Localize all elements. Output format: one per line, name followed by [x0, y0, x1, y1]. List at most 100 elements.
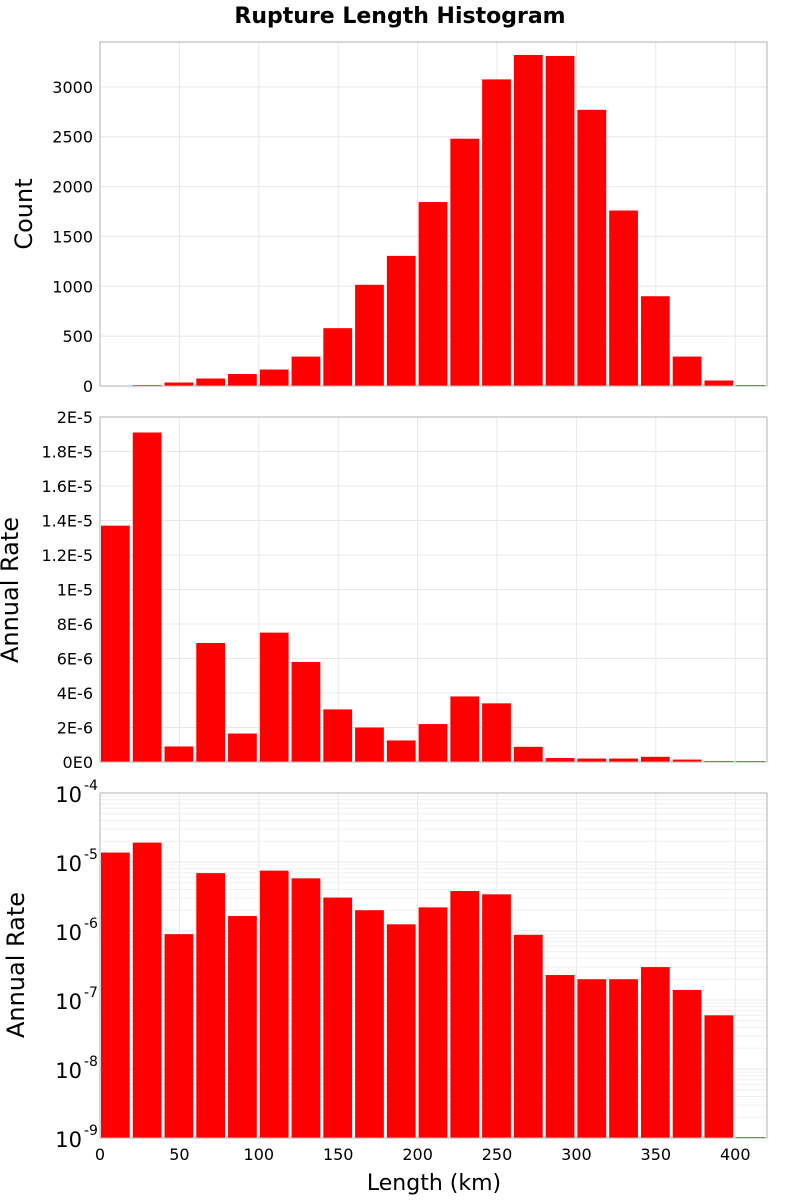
y-tick-label: 500 — [62, 327, 93, 346]
bar — [259, 632, 289, 762]
bar — [482, 79, 511, 387]
panel-2: 0E0 2E-6 4E-6 6E-6 8E-6 1E-5 1.2E-5 1.4E-5 1.6E-… — [0, 408, 768, 772]
y-tick-label: 1500 — [52, 227, 93, 246]
bar — [482, 703, 511, 762]
bar — [355, 284, 384, 386]
y-tick-label: 1.8E-5 — [41, 443, 93, 462]
bar — [513, 746, 543, 762]
y-tick-label: 2000 — [52, 178, 93, 197]
y-axis-label: Annual Rate — [2, 892, 30, 1038]
y-tick-label: 10 — [55, 852, 82, 876]
bar — [386, 740, 416, 762]
bar — [323, 897, 353, 1138]
y-axis-label: Annual Rate — [0, 517, 24, 663]
y-tick-label: 0 — [83, 377, 93, 396]
bar — [418, 202, 448, 386]
bar — [355, 910, 384, 1138]
bar — [577, 109, 607, 386]
bar — [672, 759, 702, 762]
y-tick-label: 1.4E-5 — [41, 512, 93, 531]
bar — [196, 642, 226, 762]
bar — [196, 378, 226, 386]
bar — [609, 210, 638, 386]
y-tick-exponent: -6 — [84, 916, 98, 932]
plot-frame — [99, 416, 768, 763]
y-tick-label: 2E-6 — [57, 719, 93, 738]
bar — [545, 975, 575, 1138]
bar — [450, 696, 480, 762]
bar — [482, 894, 511, 1138]
y-tick-exponent: -4 — [84, 778, 98, 794]
bar — [386, 924, 416, 1138]
bar — [609, 979, 638, 1138]
bar — [577, 758, 607, 762]
bar — [609, 758, 638, 762]
y-tick-label: 3000 — [52, 78, 93, 97]
y-tick-exponent: -7 — [84, 985, 98, 1001]
bar — [577, 979, 607, 1138]
bar — [164, 746, 194, 762]
bar — [132, 842, 162, 1138]
bar — [545, 55, 575, 387]
bar — [291, 878, 321, 1138]
bar — [672, 356, 702, 386]
y-tick-label: 4E-6 — [57, 684, 93, 703]
y-tick-label: 10 — [55, 1059, 82, 1083]
y-tick-label: 6E-6 — [57, 650, 93, 669]
bar — [323, 328, 353, 386]
bar — [164, 934, 194, 1138]
plot-frame — [99, 792, 768, 1139]
y-tick-label: 2500 — [52, 128, 93, 147]
x-tick-label: 250 — [482, 1145, 513, 1164]
bar — [355, 727, 384, 762]
bar — [164, 382, 194, 386]
panel-1: 0 500 1000 1500 2000 2500 3000 Count — [10, 41, 768, 396]
bar — [323, 709, 353, 762]
bar — [132, 432, 162, 762]
y-tick-label: 0E0 — [63, 753, 93, 772]
bar — [101, 525, 130, 762]
bar — [704, 760, 734, 762]
bar — [640, 296, 670, 386]
bar — [640, 967, 670, 1138]
bar — [704, 1015, 734, 1138]
bar — [291, 661, 321, 762]
y-tick-exponent: -9 — [84, 1123, 98, 1139]
y-tick-label: 10 — [55, 783, 82, 807]
y-tick-label: 1.6E-5 — [41, 477, 93, 496]
bar — [513, 934, 543, 1138]
x-axis-label: Length (km) — [367, 1171, 501, 1196]
plot-frame — [99, 41, 768, 387]
y-tick-label: 10 — [55, 921, 82, 945]
y-tick-exponent: -5 — [84, 847, 98, 863]
y-tick-label: 1E-5 — [57, 581, 93, 600]
bar — [450, 138, 480, 386]
x-tick-label: 200 — [402, 1145, 433, 1164]
y-tick-label: 10 — [55, 1128, 82, 1152]
bar — [418, 724, 448, 762]
bar — [228, 915, 257, 1138]
x-tick-label: 0 — [95, 1145, 105, 1164]
bar — [101, 852, 130, 1138]
x-tick-label: 50 — [169, 1145, 189, 1164]
y-tick-label: 10 — [55, 990, 82, 1014]
x-tick-label: 400 — [720, 1145, 751, 1164]
bar — [259, 870, 289, 1138]
bar — [259, 369, 289, 386]
y-tick-label: 1.2E-5 — [41, 546, 93, 565]
bar — [704, 380, 734, 386]
bar — [513, 54, 543, 387]
x-tick-label: 100 — [244, 1145, 275, 1164]
bar — [640, 756, 670, 762]
bar — [386, 255, 416, 386]
x-tick-label: 350 — [641, 1145, 672, 1164]
y-tick-label: 8E-6 — [57, 615, 93, 634]
chart-title: Rupture Length Histogram — [234, 4, 565, 29]
bar — [196, 873, 226, 1138]
bar — [228, 733, 257, 762]
bar — [418, 907, 448, 1138]
x-tick-label: 300 — [561, 1145, 592, 1164]
y-axis-label: Count — [10, 178, 38, 249]
